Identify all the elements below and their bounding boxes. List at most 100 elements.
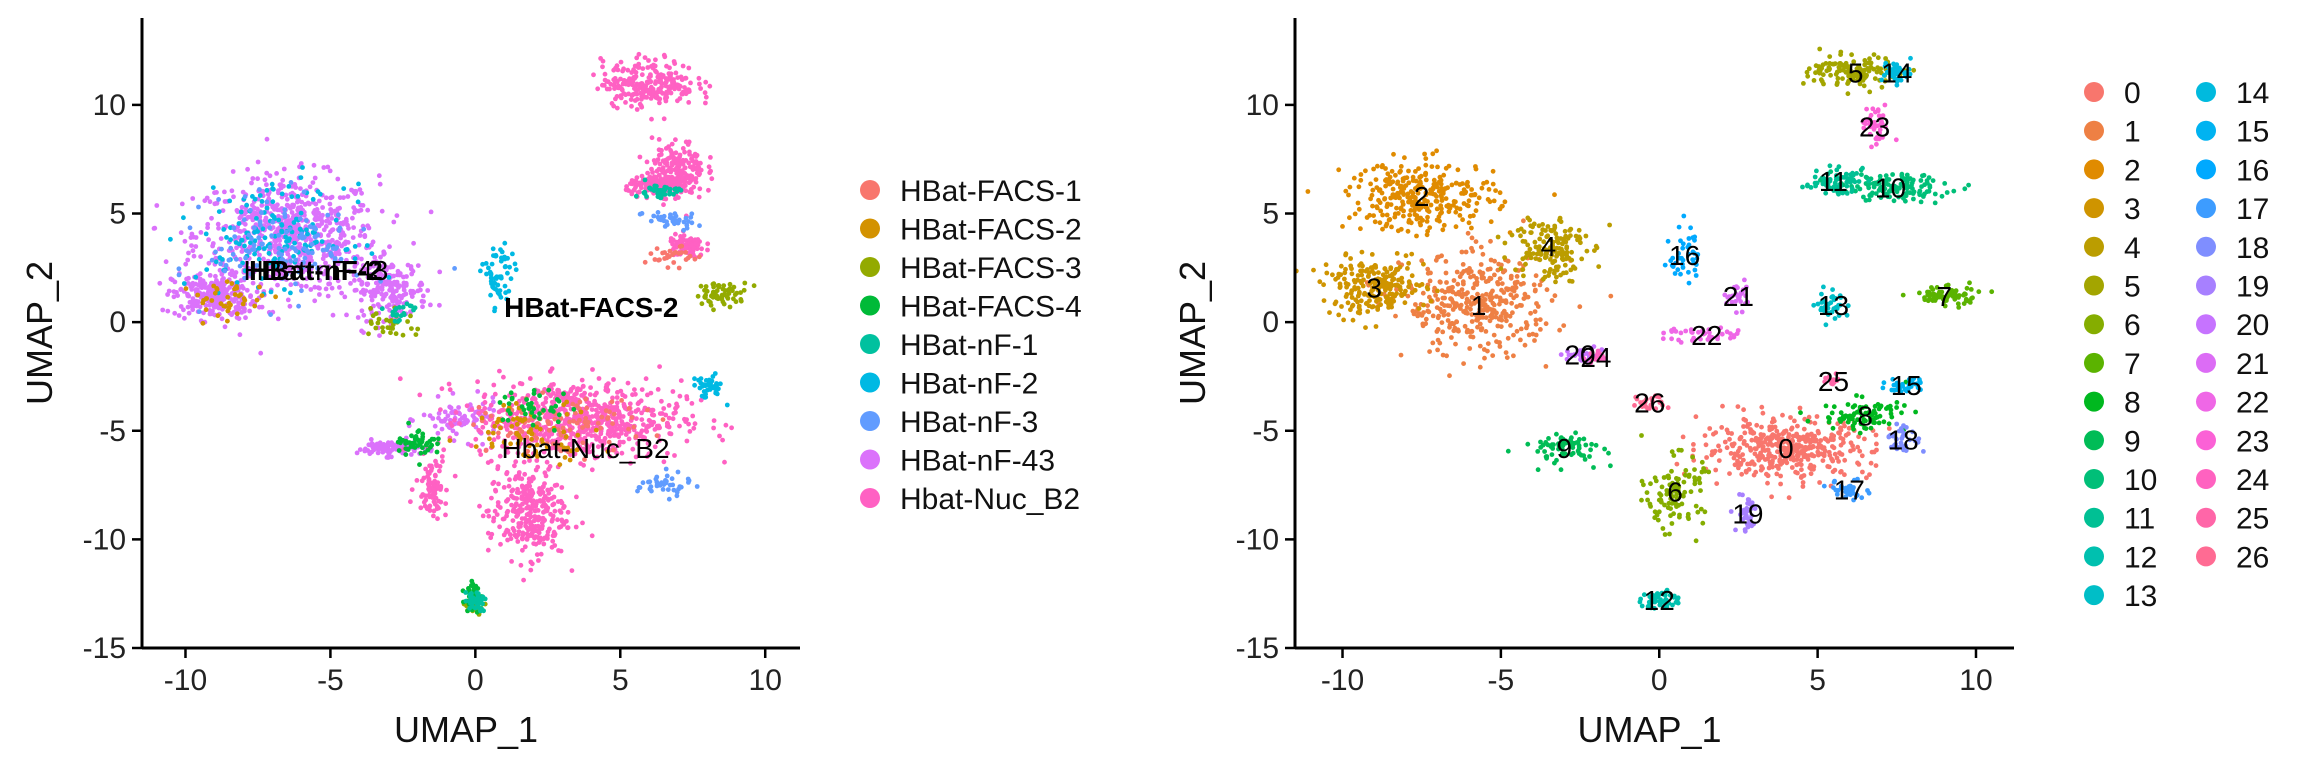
- point-cluster-1: [1455, 281, 1461, 287]
- point-cluster-1: [1531, 282, 1537, 288]
- point-cluster-1: [1538, 327, 1543, 332]
- point-HBat-nF-43: [298, 205, 304, 210]
- point-HBat-nF-3: [176, 266, 182, 272]
- point-HBat-nF-43: [262, 177, 268, 183]
- point-HBat-nF-43: [335, 176, 341, 182]
- point-Hbat-Nuc_B2: [615, 390, 620, 395]
- point-HBat-nF-3: [282, 207, 288, 213]
- point-Hbat-Nuc_B2: [698, 86, 703, 91]
- point-HBat-nF-2: [496, 289, 502, 295]
- point-Hbat-Nuc_B2: [658, 78, 663, 84]
- point-HBat-FACS-1: [605, 415, 611, 420]
- point-Hbat-Nuc_B2: [443, 512, 448, 518]
- legend-marker: [860, 488, 880, 508]
- point-Hbat-Nuc_B2: [670, 80, 675, 86]
- point-Hbat-Nuc_B2: [664, 95, 670, 100]
- point-Hbat-Nuc_B2: [554, 482, 560, 488]
- point-HBat-FACS-1: [666, 254, 672, 259]
- point-HBat-nF-43: [206, 237, 212, 243]
- point-HBat-nF-43: [361, 312, 367, 318]
- point-HBat-nF-3: [664, 219, 669, 225]
- group-label: HBat-nF-43: [244, 255, 389, 286]
- point-Hbat-Nuc_B2: [590, 367, 595, 372]
- point-Hbat-Nuc_B2: [435, 516, 440, 522]
- point-cluster-1: [1499, 317, 1505, 323]
- point-HBat-nF-43: [299, 199, 305, 205]
- point-HBat-FACS-4: [435, 441, 440, 447]
- point-HBat-nF-3: [666, 496, 672, 502]
- point-cluster-1: [1451, 278, 1457, 283]
- point-Hbat-Nuc_B2: [507, 477, 512, 483]
- point-HBat-nF-1: [394, 312, 400, 317]
- point-Hbat-Nuc_B2: [431, 487, 437, 493]
- point-HBat-nF-1: [463, 590, 469, 595]
- point-cluster-1: [1426, 309, 1432, 315]
- point-HBat-nF-3: [259, 210, 264, 215]
- point-cluster-0: [1808, 471, 1814, 477]
- point-HBat-nF-3: [233, 256, 239, 262]
- point-cluster-0: [1748, 430, 1754, 435]
- point-Hbat-Nuc_B2: [515, 512, 520, 518]
- point-Hbat-Nuc_B2: [672, 178, 677, 184]
- point-Hbat-Nuc_B2: [696, 165, 702, 171]
- point-Hbat-Nuc_B2: [514, 490, 520, 495]
- point-HBat-nF-43: [234, 315, 240, 320]
- point-HBat-nF-43: [229, 312, 235, 318]
- point-HBat-nF-2: [503, 264, 508, 269]
- point-cluster-1: [1503, 298, 1509, 303]
- point-cluster-1: [1518, 337, 1523, 343]
- point-cluster-1: [1415, 313, 1421, 319]
- point-HBat-nF-43: [196, 299, 201, 304]
- point-cluster-0: [1752, 451, 1758, 457]
- point-cluster-0: [1855, 444, 1861, 450]
- point-cluster-0: [1862, 436, 1867, 442]
- point-cluster-1: [1423, 316, 1429, 322]
- point-Hbat-Nuc_B2: [675, 156, 680, 162]
- point-cluster-1: [1474, 282, 1480, 287]
- point-HBat-nF-43: [462, 416, 468, 422]
- point-Hbat-Nuc_B2: [539, 520, 545, 526]
- point-HBat-FACS-4: [425, 447, 431, 453]
- point-HBat-nF-43: [247, 308, 253, 314]
- point-HBat-nF-3: [668, 215, 674, 221]
- point-HBat-nF-43: [317, 292, 322, 297]
- point-HBat-nF-3: [256, 235, 262, 241]
- point-HBat-nF-43: [338, 221, 344, 226]
- point-HBat-nF-43: [329, 216, 335, 221]
- point-cluster-0: [1800, 484, 1806, 489]
- point-cluster-0: [1816, 444, 1822, 450]
- point-Hbat-Nuc_B2: [521, 497, 527, 502]
- point-HBat-nF-43: [172, 279, 178, 285]
- point-HBat-nF-43: [435, 430, 441, 436]
- point-HBat-nF-43: [277, 238, 283, 244]
- point-Hbat-Nuc_B2: [418, 505, 424, 511]
- point-HBat-nF-43: [316, 210, 321, 216]
- point-HBat-nF-43: [163, 259, 169, 265]
- point-cluster-1: [1482, 355, 1487, 361]
- point-cluster-1: [1557, 327, 1562, 333]
- point-Hbat-Nuc_B2: [664, 89, 669, 95]
- point-Hbat-Nuc_B2: [543, 412, 549, 418]
- point-HBat-nF-43: [233, 270, 239, 275]
- point-Hbat-Nuc_B2: [619, 87, 625, 93]
- point-Hbat-Nuc_B2: [548, 369, 553, 374]
- point-HBat-nF-43: [372, 255, 378, 260]
- point-HBat-nF-43: [355, 315, 361, 320]
- point-Hbat-Nuc_B2: [468, 443, 474, 449]
- point-Hbat-Nuc_B2: [527, 488, 532, 494]
- point-cluster-1: [1505, 258, 1511, 264]
- point-HBat-nF-43: [220, 277, 225, 282]
- point-cluster-1: [1533, 317, 1539, 323]
- point-cluster-1: [1441, 312, 1447, 318]
- point-HBat-FACS-1: [687, 253, 693, 259]
- point-HBat-nF-1: [647, 185, 652, 191]
- point-HBat-nF-43: [234, 208, 240, 213]
- point-HBat-nF-43: [339, 290, 344, 296]
- point-cluster-1: [1521, 218, 1526, 224]
- point-HBat-nF-43: [312, 298, 318, 304]
- point-HBat-nF-43: [338, 232, 344, 238]
- point-HBat-nF-43: [299, 283, 304, 289]
- point-HBat-nF-1: [472, 605, 478, 611]
- point-HBat-FACS-4: [550, 409, 556, 414]
- point-HBat-nF-43: [420, 304, 425, 310]
